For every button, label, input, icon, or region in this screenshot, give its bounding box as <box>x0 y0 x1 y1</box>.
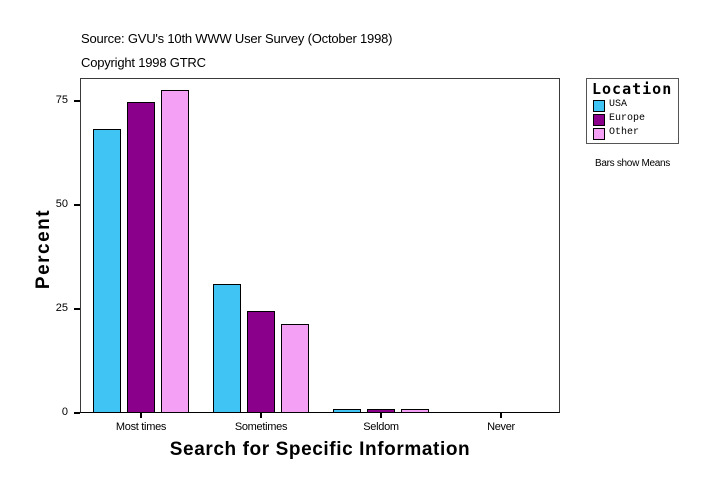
bar-other <box>161 90 189 413</box>
y-tick-75 <box>74 100 80 102</box>
bar-europe <box>367 409 395 413</box>
legend: Location USA Europe Other <box>586 78 679 144</box>
y-tick-25 <box>74 308 80 310</box>
legend-swatch <box>593 128 605 140</box>
legend-label: Other <box>609 127 640 138</box>
x-tick-label: Never <box>487 421 515 433</box>
bars-note: Bars show Means <box>595 158 670 169</box>
x-tick <box>140 413 142 418</box>
legend-swatch <box>593 114 605 126</box>
plot-area <box>80 78 560 413</box>
legend-label: Europe <box>609 113 646 124</box>
x-tick-label: Seldom <box>363 421 399 433</box>
y-tick-label: 0 <box>61 406 68 418</box>
x-axis-title: Search for Specific Information <box>169 439 471 460</box>
source-caption: Source: GVU's 10th WWW User Survey (Octo… <box>81 31 393 46</box>
x-tick <box>380 413 382 418</box>
copyright-caption: Copyright 1998 GTRC <box>81 55 206 70</box>
y-tick-label: 75 <box>55 94 68 106</box>
x-tick-label: Sometimes <box>234 421 288 433</box>
bar-europe <box>127 102 155 413</box>
bar-europe <box>247 311 275 413</box>
y-tick-50 <box>74 204 80 206</box>
bar-usa <box>93 129 121 413</box>
y-tick-label: 50 <box>55 198 68 210</box>
legend-swatch <box>593 100 605 112</box>
bar-usa <box>333 409 361 413</box>
bar-other <box>281 324 309 413</box>
y-tick-label: 25 <box>55 302 68 314</box>
bar-other <box>401 409 429 413</box>
bar-usa <box>213 284 241 413</box>
legend-title: Location <box>592 80 673 98</box>
x-tick <box>500 413 502 418</box>
x-tick <box>260 413 262 418</box>
y-axis-title: Percent <box>33 208 54 290</box>
x-tick-label: Most times <box>115 421 167 433</box>
y-tick-0 <box>74 412 80 414</box>
legend-label: USA <box>609 99 628 110</box>
